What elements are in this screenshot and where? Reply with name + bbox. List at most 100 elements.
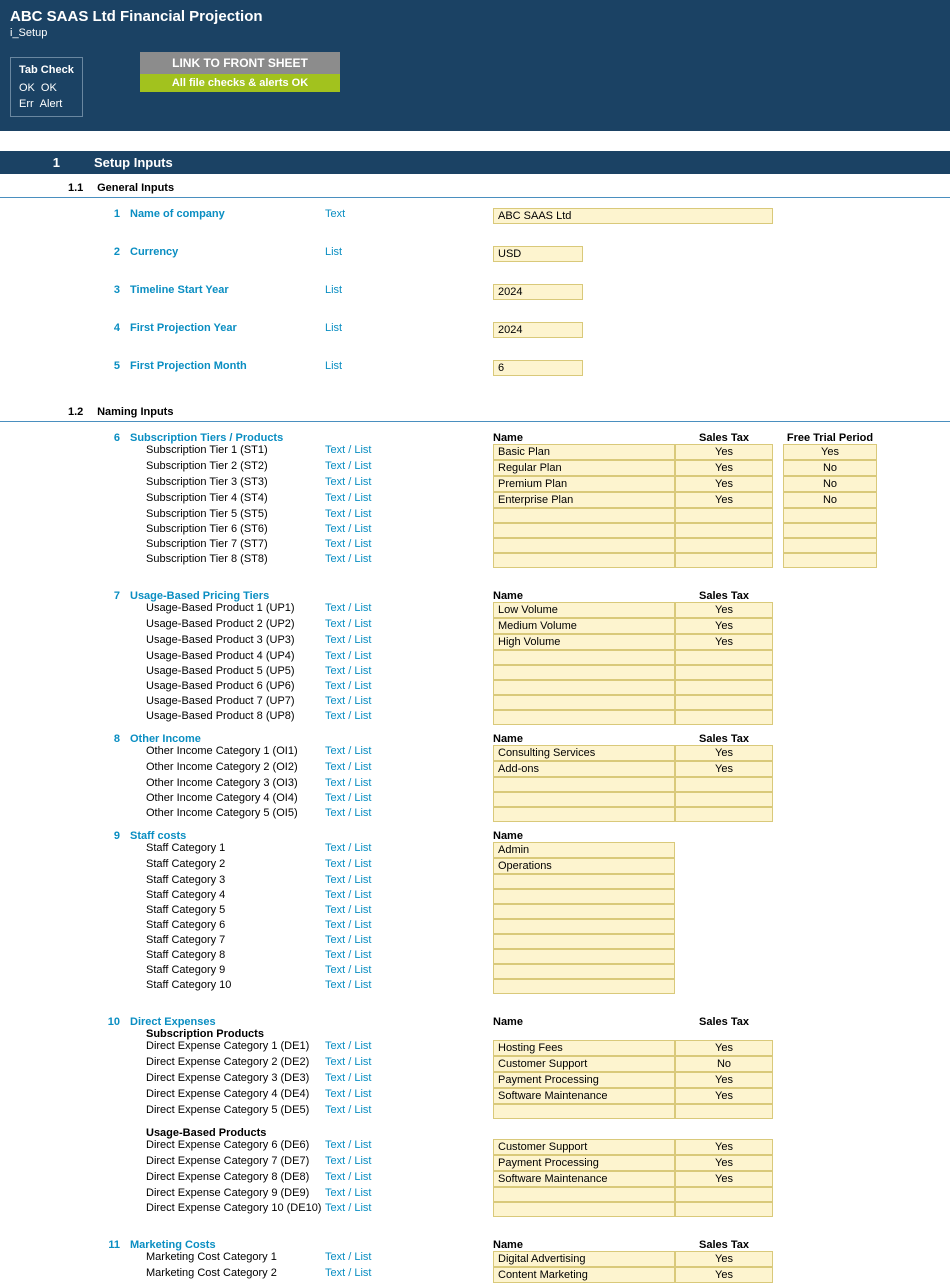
de7-tax-cell[interactable]: Yes [675, 1155, 773, 1171]
up2-name-cell[interactable]: Medium Volume [493, 618, 675, 634]
sc2-name-cell[interactable]: Operations [493, 858, 675, 874]
de8-name-cell[interactable]: Software Maintenance [493, 1171, 675, 1187]
sc9-name-cell[interactable] [493, 964, 675, 979]
oi1-label: Other Income Category 1 (OI1) [130, 745, 325, 757]
st4-name-cell[interactable]: Enterprise Plan [493, 492, 675, 508]
st3-tax-cell[interactable]: Yes [675, 476, 773, 492]
st4-tax-cell[interactable]: Yes [675, 492, 773, 508]
up2-tax-cell[interactable]: Yes [675, 618, 773, 634]
st8-name-cell[interactable] [493, 553, 675, 568]
de1-tax-cell[interactable]: Yes [675, 1040, 773, 1056]
up8-label: Usage-Based Product 8 (UP8) [130, 710, 325, 722]
sc7-name-cell[interactable] [493, 934, 675, 949]
st8-trial-cell[interactable] [783, 553, 877, 568]
front-sheet-link[interactable]: LINK TO FRONT SHEET [140, 52, 340, 74]
st6-tax-cell[interactable] [675, 523, 773, 538]
sc1-name-cell[interactable]: Admin [493, 842, 675, 858]
oi4-name-cell[interactable] [493, 792, 675, 807]
up4-tax-cell[interactable] [675, 650, 773, 665]
de1-name-cell[interactable]: Hosting Fees [493, 1040, 675, 1056]
sc4-name-cell[interactable] [493, 889, 675, 904]
de5-tax-cell[interactable] [675, 1104, 773, 1119]
mc1-tax-cell[interactable]: Yes [675, 1251, 773, 1267]
oi3-name-cell[interactable] [493, 777, 675, 792]
oi3-tax-cell[interactable] [675, 777, 773, 792]
company-name-cell[interactable]: ABC SAAS Ltd [493, 208, 773, 224]
de6-tax-cell[interactable]: Yes [675, 1139, 773, 1155]
up7-name-cell[interactable] [493, 695, 675, 710]
st3-name-cell[interactable]: Premium Plan [493, 476, 675, 492]
de3-label: Direct Expense Category 3 (DE3) [130, 1072, 325, 1084]
sc8-name-cell[interactable] [493, 949, 675, 964]
de9-name-cell[interactable] [493, 1187, 675, 1202]
de2-tax-cell[interactable]: No [675, 1056, 773, 1072]
up3-name-cell[interactable]: High Volume [493, 634, 675, 650]
oi1-name-cell[interactable]: Consulting Services [493, 745, 675, 761]
start-year-cell[interactable]: 2024 [493, 284, 583, 300]
up5-type: Text / List [325, 665, 385, 677]
mc1-name-cell[interactable]: Digital Advertising [493, 1251, 675, 1267]
up1-tax-cell[interactable]: Yes [675, 602, 773, 618]
st7-trial-cell[interactable] [783, 538, 877, 553]
de8-label: Direct Expense Category 8 (DE8) [130, 1171, 325, 1183]
st6-trial-cell[interactable] [783, 523, 877, 538]
st1-trial-cell[interactable]: Yes [783, 444, 877, 460]
proj-year-cell[interactable]: 2024 [493, 322, 583, 338]
st5-tax-cell[interactable] [675, 508, 773, 523]
de10-name-cell[interactable] [493, 1202, 675, 1217]
de8-tax-cell[interactable]: Yes [675, 1171, 773, 1187]
up8-name-cell[interactable] [493, 710, 675, 725]
up7-tax-cell[interactable] [675, 695, 773, 710]
sc3-name-cell[interactable] [493, 874, 675, 889]
oi1-tax-cell[interactable]: Yes [675, 745, 773, 761]
up8-tax-cell[interactable] [675, 710, 773, 725]
currency-cell[interactable]: USD [493, 246, 583, 262]
sc6-type: Text / List [325, 919, 385, 931]
up4-name-cell[interactable] [493, 650, 675, 665]
oi5-tax-cell[interactable] [675, 807, 773, 822]
proj-month-cell[interactable]: 6 [493, 360, 583, 376]
col-trial-head-6: Free Trial Period [783, 432, 877, 444]
subsection-1-1: 1.1 General Inputs [0, 174, 950, 198]
up5-name-cell[interactable] [493, 665, 675, 680]
st7-tax-cell[interactable] [675, 538, 773, 553]
up3-tax-cell[interactable]: Yes [675, 634, 773, 650]
up5-tax-cell[interactable] [675, 665, 773, 680]
st7-name-cell[interactable] [493, 538, 675, 553]
st5-trial-cell[interactable] [783, 508, 877, 523]
sc10-name-cell[interactable] [493, 979, 675, 994]
de3-name-cell[interactable]: Payment Processing [493, 1072, 675, 1088]
oi5-name-cell[interactable] [493, 807, 675, 822]
st1-tax-cell[interactable]: Yes [675, 444, 773, 460]
de4-name-cell[interactable]: Software Maintenance [493, 1088, 675, 1104]
st2-tax-cell[interactable]: Yes [675, 460, 773, 476]
st5-name-cell[interactable] [493, 508, 675, 523]
sc6-name-cell[interactable] [493, 919, 675, 934]
st4-trial-cell[interactable]: No [783, 492, 877, 508]
st8-tax-cell[interactable] [675, 553, 773, 568]
sc5-name-cell[interactable] [493, 904, 675, 919]
de9-tax-cell[interactable] [675, 1187, 773, 1202]
oi2-tax-cell[interactable]: Yes [675, 761, 773, 777]
col-sales-head-8: Sales Tax [675, 733, 773, 745]
up6-tax-cell[interactable] [675, 680, 773, 695]
st6-name-cell[interactable] [493, 523, 675, 538]
de6-name-cell[interactable]: Customer Support [493, 1139, 675, 1155]
de1-label: Direct Expense Category 1 (DE1) [130, 1040, 325, 1052]
st1-name-cell[interactable]: Basic Plan [493, 444, 675, 460]
up6-name-cell[interactable] [493, 680, 675, 695]
up1-name-cell[interactable]: Low Volume [493, 602, 675, 618]
mc2-name-cell[interactable]: Content Marketing [493, 1267, 675, 1283]
de2-name-cell[interactable]: Customer Support [493, 1056, 675, 1072]
oi2-name-cell[interactable]: Add-ons [493, 761, 675, 777]
de10-tax-cell[interactable] [675, 1202, 773, 1217]
mc2-tax-cell[interactable]: Yes [675, 1267, 773, 1283]
st3-trial-cell[interactable]: No [783, 476, 877, 492]
oi4-tax-cell[interactable] [675, 792, 773, 807]
st2-name-cell[interactable]: Regular Plan [493, 460, 675, 476]
de5-name-cell[interactable] [493, 1104, 675, 1119]
st2-trial-cell[interactable]: No [783, 460, 877, 476]
de7-name-cell[interactable]: Payment Processing [493, 1155, 675, 1171]
de3-tax-cell[interactable]: Yes [675, 1072, 773, 1088]
de4-tax-cell[interactable]: Yes [675, 1088, 773, 1104]
